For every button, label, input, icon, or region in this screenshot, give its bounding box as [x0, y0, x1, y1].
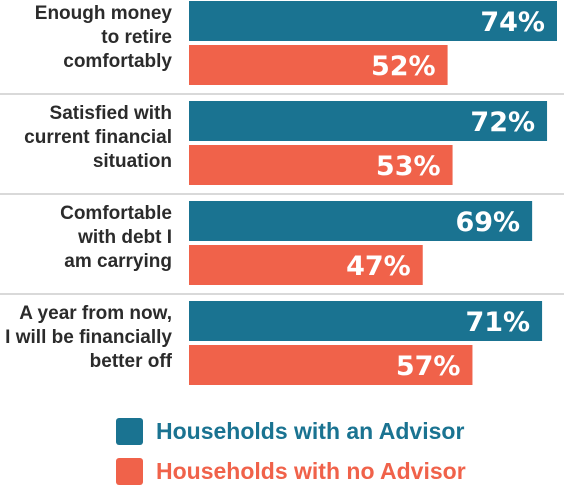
legend-item-no-advisor: Households with no Advisor [116, 458, 466, 485]
bar [189, 345, 473, 385]
bar [189, 45, 448, 85]
bar-value-label: 53% [376, 151, 441, 182]
category-label: A year from now, I will be financially bet… [5, 303, 173, 372]
bar [189, 201, 533, 241]
bar-value-label: 52% [371, 51, 436, 82]
bar [189, 145, 453, 185]
bar-value-label: 72% [470, 107, 535, 138]
legend-label-no-advisor: Households with no Advisor [156, 458, 466, 484]
legend-swatch-advisor [116, 418, 143, 445]
bar-value-label: 74% [480, 7, 545, 38]
legend-item-advisor: Households with an Advisor [116, 418, 464, 445]
bar-value-label: 69% [455, 207, 520, 238]
bar-value-label: 47% [346, 251, 411, 282]
bar-value-label: 71% [465, 307, 530, 338]
bar [189, 301, 543, 341]
category-label: Satisfied with current financial situation [24, 103, 172, 172]
category-label: Enough money to retire comfortably [35, 3, 173, 72]
bar [189, 101, 548, 141]
legend-label-advisor: Households with an Advisor [156, 418, 465, 444]
bar-chart: Enough money to retire comfortably 74% 52% Sa… [0, 1, 564, 385]
bar-value-label: 57% [396, 351, 461, 382]
bar [189, 245, 423, 285]
bar [189, 1, 557, 41]
legend-swatch-no-advisor [116, 458, 143, 485]
